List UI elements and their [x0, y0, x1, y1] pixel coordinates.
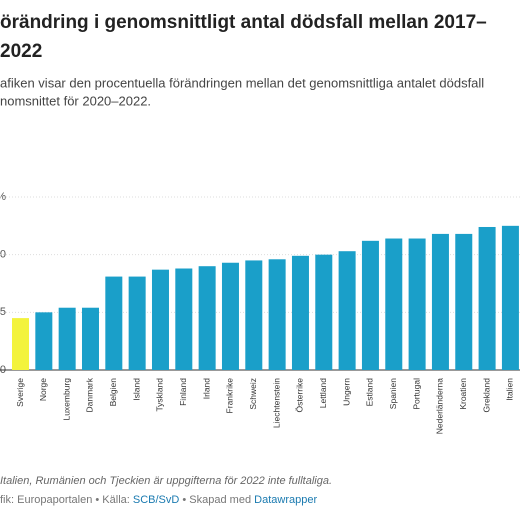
bar	[12, 318, 29, 370]
x-tick-label: Portugal	[411, 378, 421, 410]
x-tick-label: Irland	[201, 378, 211, 400]
subtitle: nomsnittet för 2020–2022.	[0, 93, 151, 108]
bar	[175, 268, 193, 370]
tool-link[interactable]: Datawrapper	[254, 494, 317, 506]
x-tick-label: Luxemburg	[61, 378, 71, 421]
x-tick-label: Liechtenstein	[271, 378, 281, 428]
bar	[58, 307, 76, 370]
bar	[245, 260, 263, 370]
bar	[315, 254, 333, 370]
x-tick-label: Island	[131, 378, 141, 401]
bar	[105, 276, 123, 370]
credit: fik: Europaportalen • Källa: SCB/SvD • S…	[0, 494, 317, 506]
chart-title: 2022	[0, 41, 42, 62]
bar	[221, 262, 239, 370]
bar	[198, 266, 216, 370]
x-tick-label: Estland	[365, 378, 375, 407]
x-tick-label: Belgien	[108, 378, 118, 407]
note: Italien, Rumänien och Tjeckien är uppgif…	[0, 475, 332, 487]
x-tick-label: Frankrike	[225, 378, 235, 414]
bar	[81, 307, 99, 370]
bar	[268, 259, 286, 370]
bar	[338, 251, 356, 370]
bar	[361, 240, 379, 370]
bar	[35, 312, 53, 370]
bar	[291, 255, 309, 370]
bar	[408, 238, 426, 370]
x-tick-label: Schweiz	[248, 378, 258, 410]
bar	[431, 233, 449, 370]
chart-title: örändring i genomsnittligt antal dödsfal…	[0, 12, 487, 33]
bar	[385, 238, 403, 370]
x-tick-label: Nederländerna	[435, 378, 445, 435]
bar	[478, 226, 496, 370]
credit-text: • Skapad med	[179, 494, 254, 506]
x-tick-label: Spanien	[388, 378, 398, 409]
bar	[501, 225, 519, 370]
x-tick-label: Norge	[38, 378, 48, 401]
x-tick-label: Kroatien	[458, 378, 468, 410]
subtitle: afiken visar den procentuella förändring…	[0, 75, 484, 90]
x-tick-label: Tyskland	[155, 378, 165, 412]
source-link[interactable]: SCB/SvD	[133, 494, 180, 506]
x-tick-label: Italien	[505, 378, 515, 401]
bar	[455, 233, 473, 370]
x-tick-label: Ungern	[341, 378, 351, 406]
x-tick-label: Finland	[178, 378, 188, 406]
x-tick-label: Sverige	[15, 378, 25, 407]
x-tick-label: Lettland	[318, 378, 328, 409]
x-tick-label: Grekland	[481, 378, 491, 413]
x-tick-label: Österrike	[295, 378, 305, 413]
bar	[128, 276, 146, 370]
bar	[151, 269, 169, 370]
credit-text: fik: Europaportalen • Källa:	[0, 494, 133, 506]
x-tick-label: Danmark	[85, 377, 95, 412]
